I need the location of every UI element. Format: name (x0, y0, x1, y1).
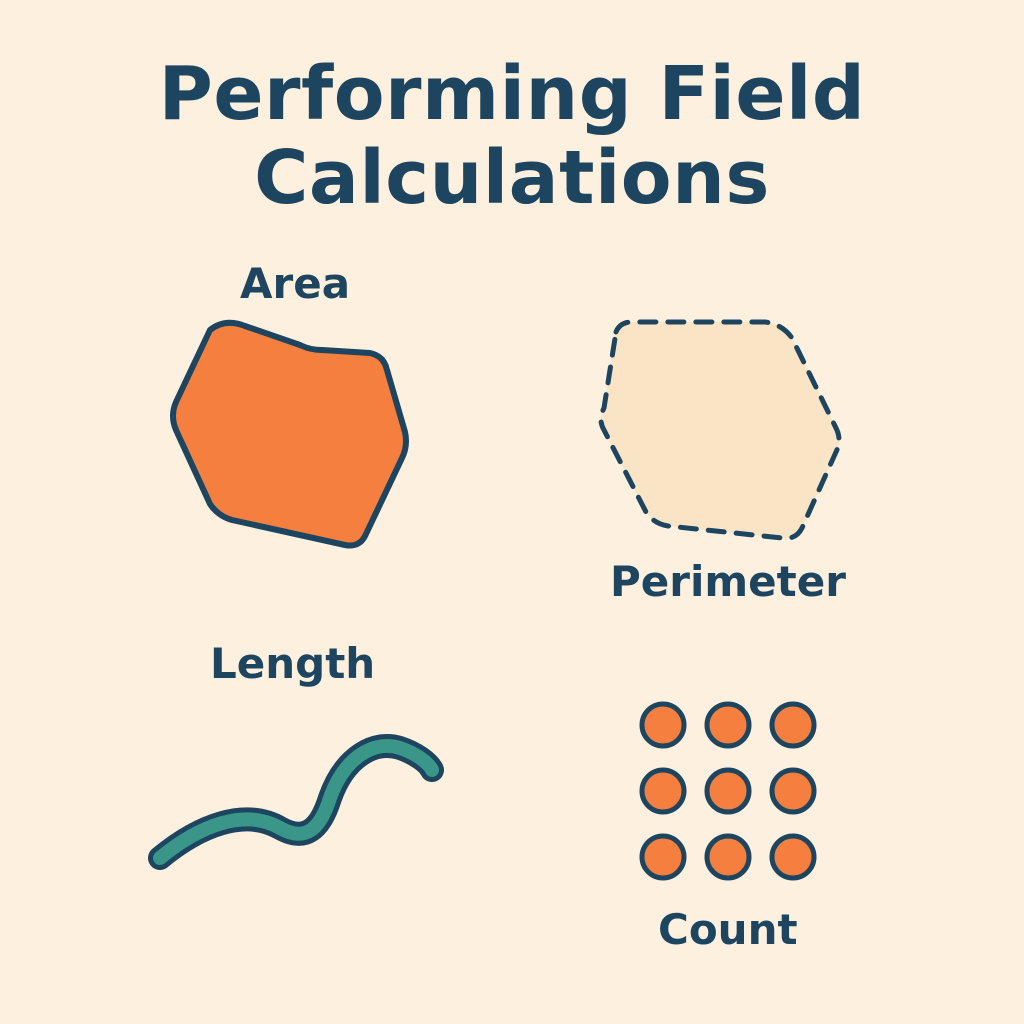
point-3 (769, 701, 817, 749)
filled-polygon-icon (170, 319, 409, 549)
title-line-1: Performing Field (158, 51, 866, 137)
dashed-polygon-icon (598, 319, 842, 541)
point-8 (704, 833, 752, 881)
point-6 (769, 767, 817, 815)
perimeter-label: Perimeter (610, 557, 846, 606)
point-1 (639, 701, 687, 749)
point-9 (769, 833, 817, 881)
point-grid-icon (639, 701, 817, 881)
length-label: Length (210, 639, 376, 688)
point-4 (639, 767, 687, 815)
wavy-line-icon (153, 739, 439, 865)
page-title: Performing Field Calculations (0, 52, 1024, 220)
count-label: Count (658, 905, 798, 954)
point-5 (704, 767, 752, 815)
wavy-line-outline (148, 734, 444, 870)
title-line-2: Calculations (254, 135, 770, 221)
point-2 (704, 701, 752, 749)
point-7 (639, 833, 687, 881)
area-label: Area (240, 259, 351, 308)
